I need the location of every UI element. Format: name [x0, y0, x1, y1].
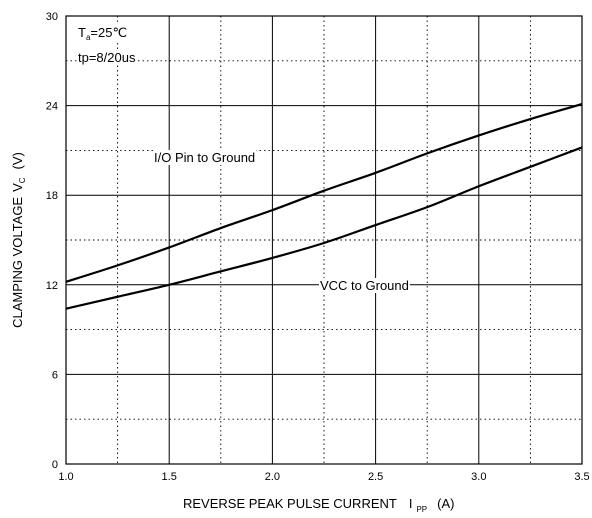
- temperature-annotation: Ta=25℃: [77, 25, 129, 42]
- x-tick-label: 3.5: [574, 471, 589, 483]
- y-tick-label: 6: [52, 369, 58, 381]
- x-tick-label: 2.5: [368, 471, 383, 483]
- temperature-value: =25℃: [90, 25, 127, 40]
- temperature-subscript: a: [86, 33, 91, 42]
- minor-grid: [66, 16, 582, 464]
- series-labels: I/O Pin to Ground VCC to Ground: [153, 150, 410, 293]
- tick-labels: 1.0 1.5 2.0 2.5 3.0 3.5 0 6 12 18 24 30: [46, 11, 590, 483]
- y-tick-label: 24: [46, 101, 58, 113]
- x-axis-label-main: REVERSE PEAK PULSE CURRENT: [183, 496, 397, 511]
- y-axis-label-symbol: V: [10, 183, 25, 192]
- x-tick-label: 1.0: [58, 471, 73, 483]
- y-axis-label: CLAMPING VOLTAGE VC (V): [10, 152, 27, 328]
- temperature-symbol: T: [78, 25, 86, 40]
- y-axis-label-subscript: C: [18, 177, 27, 183]
- x-axis-label-symbol: I: [409, 496, 413, 511]
- pulse-annotation-text: tp=8/20us: [78, 50, 136, 65]
- x-axis-label-subscript: PP: [416, 505, 427, 514]
- plot-frame: [65, 15, 583, 465]
- series-lines: [65, 103, 583, 310]
- series-line-vcc: [65, 146, 583, 310]
- y-tick-label: 30: [46, 11, 58, 23]
- svg-text:Ta=25℃: Ta=25℃: [78, 25, 127, 42]
- y-axis-label-main: CLAMPING VOLTAGE: [10, 197, 25, 328]
- y-tick-label: 0: [52, 459, 58, 471]
- y-tick-label: 12: [46, 280, 58, 292]
- series-line-io: [65, 103, 583, 283]
- x-axis-label: REVERSE PEAK PULSE CURRENT I PP (A): [183, 496, 454, 514]
- x-tick-label: 3.0: [471, 471, 486, 483]
- y-tick-label: 18: [46, 190, 58, 202]
- y-axis-label-unit: (V): [10, 152, 25, 169]
- series-label-vcc: VCC to Ground: [320, 278, 409, 293]
- x-tick-label: 1.5: [162, 471, 177, 483]
- x-axis-label-unit: (A): [437, 496, 454, 511]
- series-label-io: I/O Pin to Ground: [154, 150, 255, 165]
- x-tick-label: 2.0: [265, 471, 280, 483]
- pulse-annotation: tp=8/20us: [77, 50, 137, 65]
